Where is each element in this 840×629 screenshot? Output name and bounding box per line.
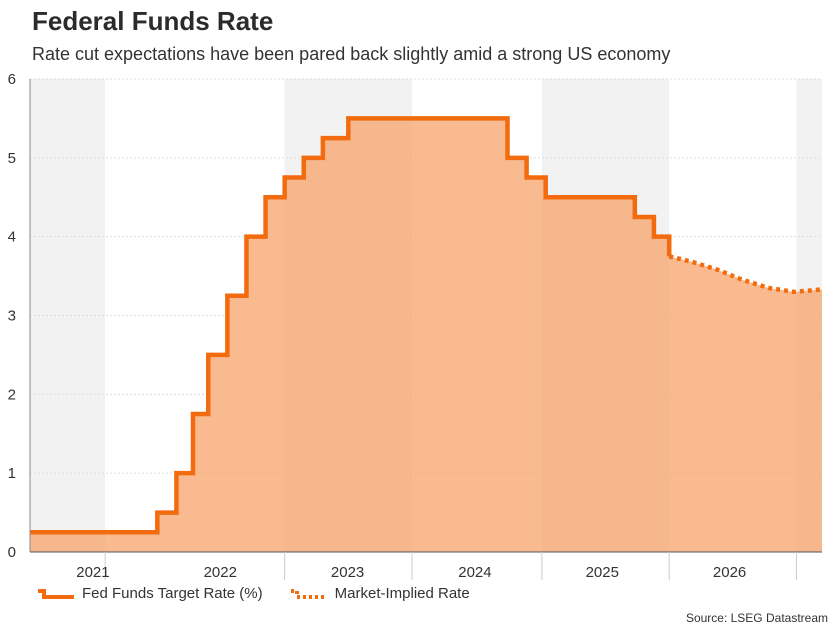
x-tick-label: 2021: [76, 564, 109, 581]
y-tick-label: 5: [8, 150, 16, 167]
source-note: Source: LSEG Datastream: [685, 611, 828, 625]
y-tick-label: 4: [8, 229, 16, 246]
legend-label-target: Fed Funds Target Rate (%): [82, 585, 263, 602]
y-tick-label: 6: [8, 71, 16, 88]
x-tick-label: 2022: [204, 564, 237, 581]
x-tick-label: 2025: [586, 564, 619, 581]
x-tick-label: 2023: [331, 564, 364, 581]
legend-solid-swatch: [38, 588, 74, 599]
legend-item-target: Fed Funds Target Rate (%): [36, 585, 263, 602]
legend-dotted-swatch: [290, 588, 327, 599]
legend-label-implied: Market-Implied Rate: [334, 585, 470, 602]
y-tick-label: 2: [8, 386, 16, 403]
x-tick-label: 2026: [713, 564, 746, 581]
series-line-target: [30, 116, 672, 535]
legend-item-implied: Market-Implied Rate: [289, 585, 470, 602]
chart-title: Federal Funds Rate: [32, 6, 274, 36]
legend: Fed Funds Target Rate (%) Market-Implied…: [36, 585, 496, 602]
y-tick-label: 1: [8, 465, 16, 482]
chart-subtitle: Rate cut expectations have been pared ba…: [32, 44, 671, 64]
y-tick-label: 0: [8, 544, 16, 561]
x-tick-label: 2024: [458, 564, 491, 581]
series-line-implied: [668, 254, 823, 295]
y-tick-label: 3: [8, 308, 16, 325]
rate-area: [30, 118, 822, 553]
